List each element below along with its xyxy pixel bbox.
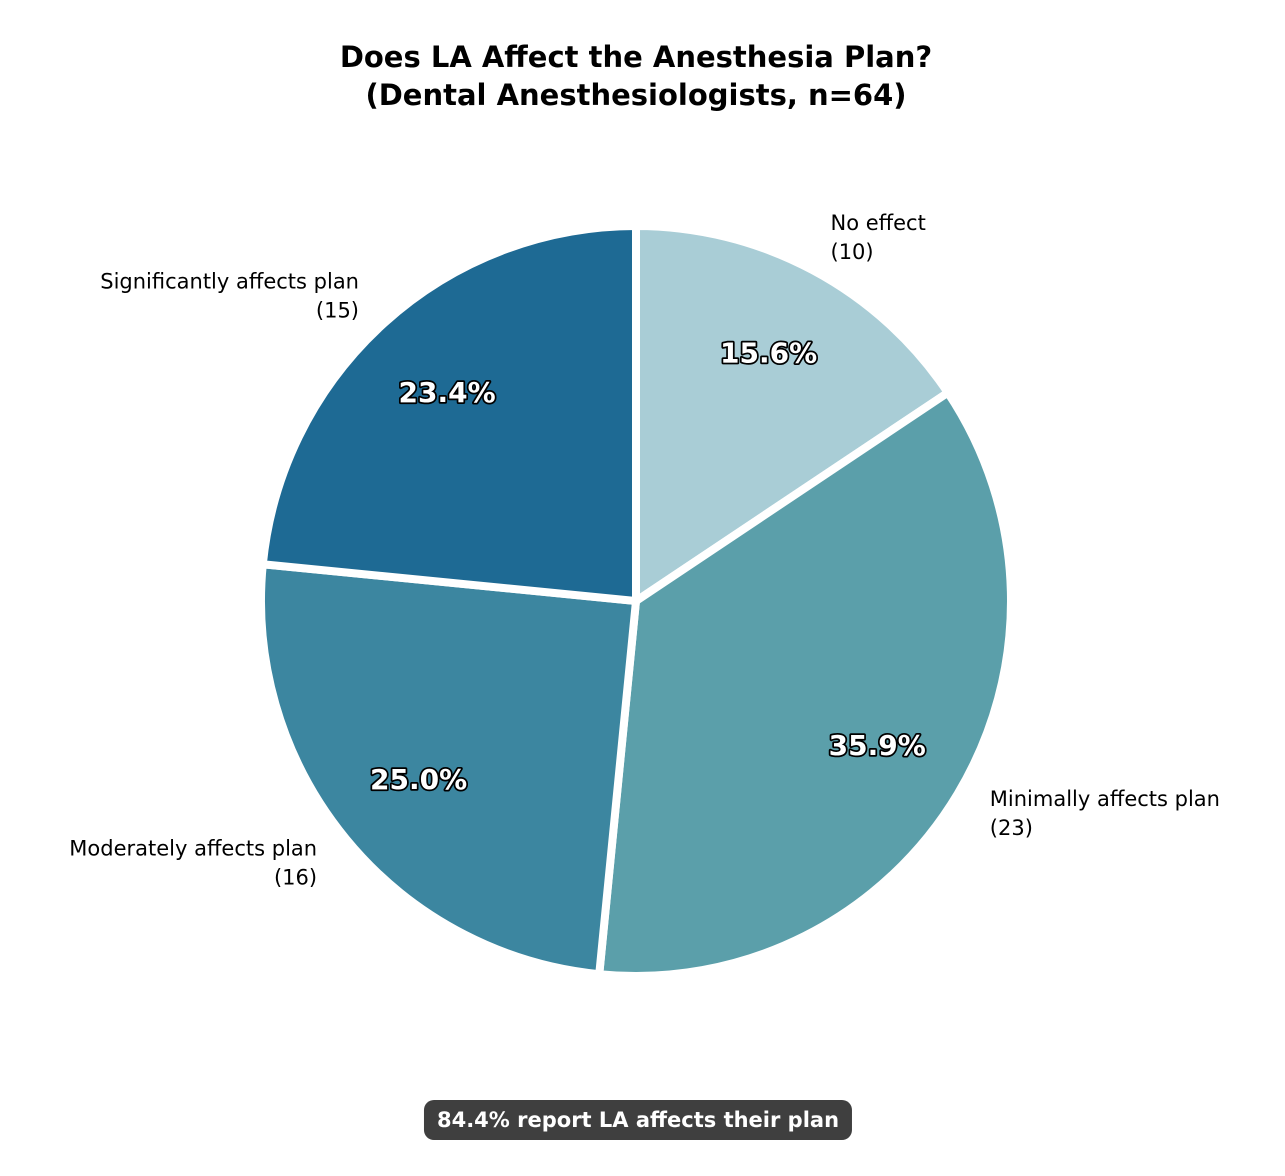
chart-title-line2: (Dental Anesthesiologists, n=64) — [365, 78, 907, 112]
pct-label-significantly-affects-plan: 23.4% — [399, 376, 496, 409]
slice-label-no-effect: No effect (10) — [831, 211, 926, 264]
pct-label-moderately-affects-plan: 25.0% — [370, 763, 467, 796]
slice-label-significantly-affects-plan: Significantly affects plan (15) — [100, 269, 359, 322]
pie-slice-moderately-affects-plan — [257, 560, 640, 979]
pct-label-minimally-affects-plan: 35.9% — [829, 729, 926, 762]
chart-title-line1: Does LA Affect the Anesthesia Plan? — [339, 40, 933, 74]
caption-badge: 84.4% report LA affects their plan — [423, 1100, 853, 1140]
slice-label-moderately-affects-plan: Moderately affects plan (16) — [69, 837, 317, 890]
chart-title: Does LA Affect the Anesthesia Plan? (Den… — [0, 38, 1272, 114]
pct-label-no-effect: 15.6% — [720, 337, 817, 370]
slice-label-minimally-affects-plan: Minimally affects plan (23) — [990, 787, 1220, 840]
pie-slice-significantly-affects-plan — [258, 222, 640, 605]
pie-slice-minimally-affects-plan — [595, 388, 1015, 980]
pie-slice-no-effect — [632, 222, 952, 605]
